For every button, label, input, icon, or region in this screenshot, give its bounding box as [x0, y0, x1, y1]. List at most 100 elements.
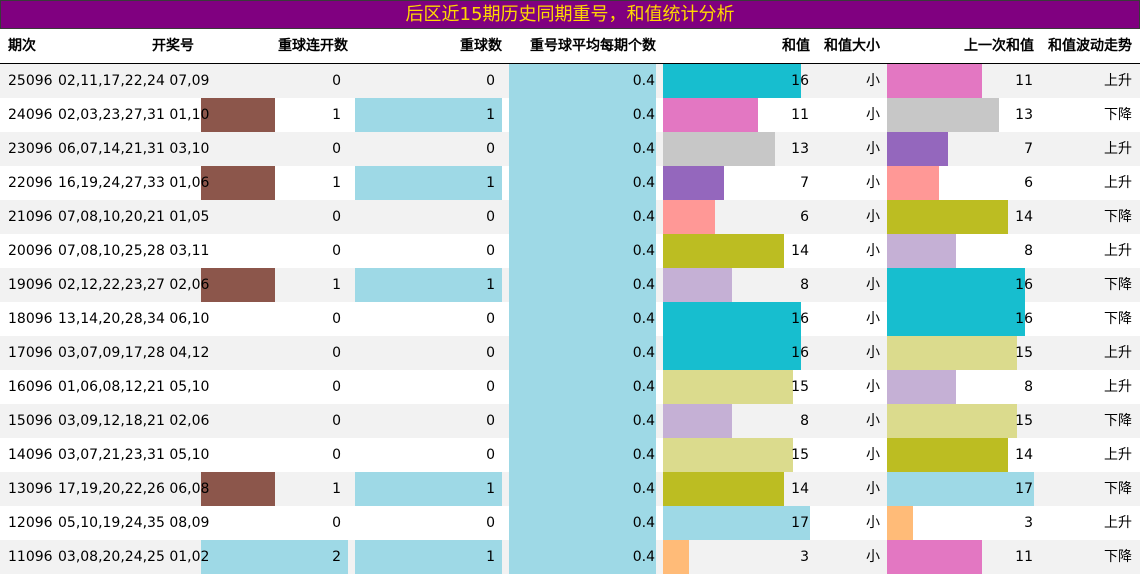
cell-repeat-count-text: 1	[486, 175, 495, 191]
sum-bar	[663, 302, 801, 336]
cell-period-text: 20096	[8, 243, 53, 259]
cell-period: 23096	[8, 132, 58, 166]
sum-bar	[663, 64, 801, 98]
cell-period-text: 25096	[8, 73, 53, 89]
cell-prev-sum: 15	[887, 336, 1033, 370]
repeat-streak-bar	[201, 540, 348, 574]
cell-period-text: 14096	[8, 447, 53, 463]
repeat-count-bar	[355, 540, 502, 574]
cell-sum-text: 3	[800, 549, 809, 565]
cell-repeat-streak: 0	[201, 336, 341, 370]
sum-bar	[663, 234, 784, 268]
cell-numbers: 07,08,10,20,21 01,05	[58, 200, 209, 234]
cell-repeat-streak-text: 0	[332, 73, 341, 89]
cell-size-text: 小	[866, 345, 880, 361]
cell-repeat-count-text: 0	[486, 447, 495, 463]
cell-numbers-text: 07,08,10,20,21 01,05	[58, 209, 210, 225]
prev-sum-bar	[887, 200, 1008, 234]
cell-prev-sum-text: 14	[1015, 209, 1033, 225]
cell-repeat-count: 1	[355, 540, 495, 574]
cell-size-text: 小	[866, 277, 880, 293]
avg-repeat-bar	[509, 404, 656, 438]
cell-size: 小	[810, 472, 880, 506]
cell-period-text: 16096	[8, 379, 53, 395]
prev-sum-bar	[887, 540, 982, 574]
cell-repeat-count-text: 0	[486, 379, 495, 395]
cell-period-text: 12096	[8, 515, 53, 531]
table-row: 24096 02,03,23,27,31 01,10 1 1 0.4 11 小 13 下降	[0, 98, 1140, 132]
cell-numbers-text: 03,08,20,24,25 01,02	[58, 549, 210, 565]
cell-size: 小	[810, 404, 880, 438]
cell-numbers: 16,19,24,27,33 01,06	[58, 166, 209, 200]
cell-period: 17096	[8, 336, 58, 370]
cell-numbers: 02,11,17,22,24 07,09	[58, 64, 209, 98]
cell-trend: 上升	[1034, 506, 1132, 540]
cell-repeat-count-text: 0	[486, 311, 495, 327]
cell-avg-repeat: 0.4	[509, 166, 655, 200]
table-row: 21096 07,08,10,20,21 01,05 0 0 0.4 6 小 14 下降	[0, 200, 1140, 234]
cell-avg-repeat: 0.4	[509, 200, 655, 234]
cell-sum-text: 15	[791, 447, 809, 463]
avg-repeat-bar	[509, 98, 656, 132]
avg-repeat-bar	[509, 132, 656, 166]
cell-numbers: 13,14,20,28,34 06,10	[58, 302, 209, 336]
cell-prev-sum: 14	[887, 438, 1033, 472]
avg-repeat-bar	[509, 506, 656, 540]
cell-sum-text: 16	[791, 345, 809, 361]
prev-sum-bar	[887, 234, 956, 268]
sum-bar	[663, 336, 801, 370]
cell-numbers-text: 01,06,08,12,21 05,10	[58, 379, 210, 395]
cell-repeat-streak-text: 0	[332, 515, 341, 531]
cell-prev-sum-text: 8	[1024, 379, 1033, 395]
table-row: 16096 01,06,08,12,21 05,10 0 0 0.4 15 小 8 上升	[0, 370, 1140, 404]
cell-trend-text: 上升	[1104, 175, 1132, 191]
cell-trend: 上升	[1034, 234, 1132, 268]
cell-period: 24096	[8, 98, 58, 132]
cell-repeat-count: 0	[355, 302, 495, 336]
cell-numbers-text: 06,07,14,21,31 03,10	[58, 141, 210, 157]
cell-avg-repeat: 0.4	[509, 540, 655, 574]
table-title: 后区近15期历史同期重号，和值统计分析	[0, 0, 1140, 29]
cell-sum: 13	[663, 132, 809, 166]
cell-size: 小	[810, 506, 880, 540]
cell-repeat-count-text: 0	[486, 413, 495, 429]
cell-repeat-streak: 0	[201, 132, 341, 166]
cell-size: 小	[810, 132, 880, 166]
prev-sum-bar	[887, 336, 1017, 370]
prev-sum-bar	[887, 370, 956, 404]
cell-repeat-streak: 0	[201, 438, 341, 472]
cell-prev-sum: 6	[887, 166, 1033, 200]
cell-repeat-count: 1	[355, 472, 495, 506]
cell-repeat-count-text: 1	[486, 549, 495, 565]
cell-size: 小	[810, 234, 880, 268]
cell-numbers: 03,08,20,24,25 01,02	[58, 540, 209, 574]
sum-bar	[663, 98, 758, 132]
cell-period: 13096	[8, 472, 58, 506]
cell-period: 19096	[8, 268, 58, 302]
table-row: 23096 06,07,14,21,31 03,10 0 0 0.4 13 小 7 上升	[0, 132, 1140, 166]
cell-repeat-count: 0	[355, 370, 495, 404]
cell-prev-sum: 14	[887, 200, 1033, 234]
cell-trend-text: 上升	[1104, 243, 1132, 259]
cell-size-text: 小	[866, 243, 880, 259]
cell-numbers: 01,06,08,12,21 05,10	[58, 370, 209, 404]
cell-period-text: 23096	[8, 141, 53, 157]
cell-prev-sum: 8	[887, 370, 1033, 404]
cell-trend-text: 上升	[1104, 379, 1132, 395]
avg-repeat-bar	[509, 302, 656, 336]
cell-numbers: 02,03,23,27,31 01,10	[58, 98, 209, 132]
repeat-count-bar	[355, 166, 502, 200]
avg-repeat-bar	[509, 370, 656, 404]
cell-repeat-streak: 1	[201, 472, 341, 506]
cell-numbers-text: 05,10,19,24,35 08,09	[58, 515, 210, 531]
cell-sum: 15	[663, 370, 809, 404]
cell-sum: 14	[663, 234, 809, 268]
cell-numbers: 03,09,12,18,21 02,06	[58, 404, 209, 438]
header-trend: 和值波动走势	[1048, 38, 1132, 54]
avg-repeat-bar	[509, 234, 656, 268]
sum-bar	[663, 132, 775, 166]
repeat-streak-bar	[201, 98, 275, 132]
cell-repeat-count: 1	[355, 268, 495, 302]
prev-sum-bar	[887, 438, 1008, 472]
sum-bar	[663, 540, 689, 574]
